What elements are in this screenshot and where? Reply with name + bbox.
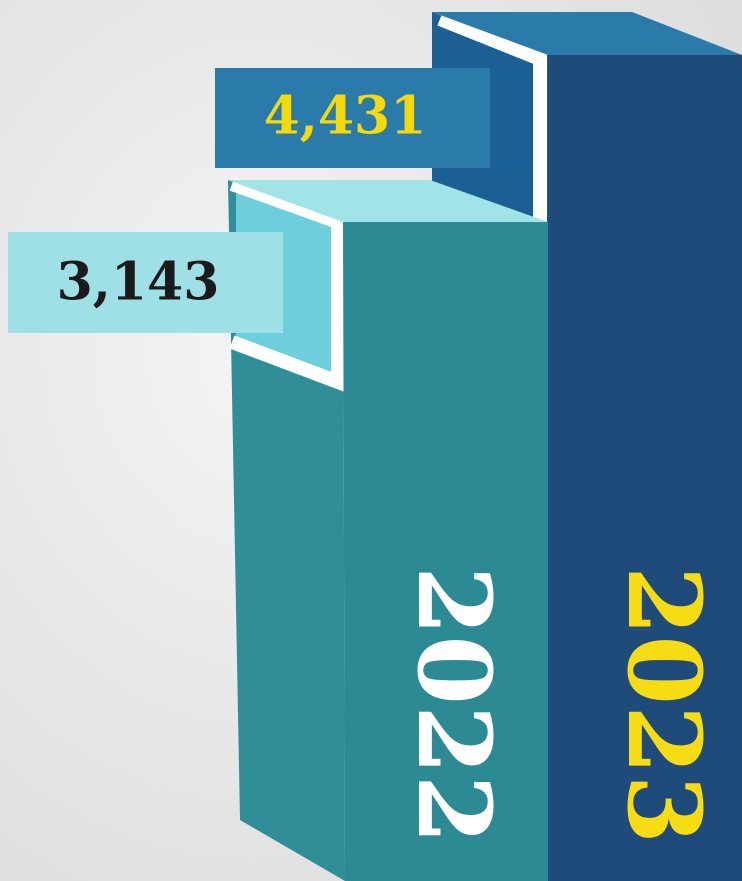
bar-top <box>432 11 742 55</box>
value-box <box>8 231 283 333</box>
category-label: 2022 <box>395 566 513 844</box>
bar <box>548 54 742 881</box>
bar <box>343 221 548 881</box>
bar-frame <box>229 177 345 393</box>
value-label: 4,431 <box>264 85 427 146</box>
value-box <box>215 67 490 168</box>
bar-frame <box>437 12 547 225</box>
value-label: 3,143 <box>57 251 220 312</box>
category-label: 2023 <box>605 566 723 844</box>
bar-top <box>228 179 548 222</box>
